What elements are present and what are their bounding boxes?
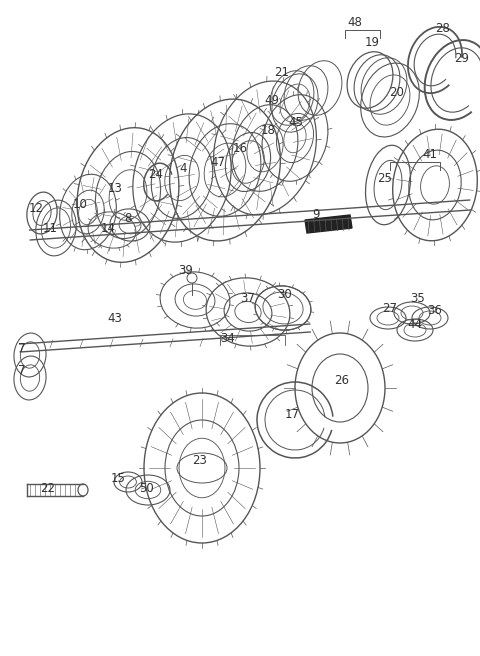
Text: 8: 8 xyxy=(124,211,132,224)
Text: 10: 10 xyxy=(72,199,87,211)
Text: 25: 25 xyxy=(378,171,393,184)
Text: 21: 21 xyxy=(275,66,289,79)
Text: 45: 45 xyxy=(288,115,303,129)
Text: 26: 26 xyxy=(335,373,349,386)
Text: 9: 9 xyxy=(312,209,320,222)
Text: 34: 34 xyxy=(221,331,235,344)
Text: 18: 18 xyxy=(261,123,276,136)
Text: 17: 17 xyxy=(285,409,300,422)
Text: 12: 12 xyxy=(28,201,44,215)
Text: 49: 49 xyxy=(264,94,279,106)
Text: 30: 30 xyxy=(277,289,292,302)
Text: 35: 35 xyxy=(410,291,425,304)
Text: 16: 16 xyxy=(232,142,248,155)
Text: 24: 24 xyxy=(148,169,164,182)
Polygon shape xyxy=(305,215,352,233)
Text: 23: 23 xyxy=(192,453,207,466)
Text: 13: 13 xyxy=(108,182,122,194)
Text: 27: 27 xyxy=(383,302,397,314)
Text: 7: 7 xyxy=(18,342,26,354)
Text: 50: 50 xyxy=(139,482,154,495)
Text: 41: 41 xyxy=(422,148,437,161)
Text: 48: 48 xyxy=(348,16,362,28)
Text: 37: 37 xyxy=(240,291,255,304)
Text: 11: 11 xyxy=(43,222,58,234)
Text: 22: 22 xyxy=(40,482,56,495)
Text: 7: 7 xyxy=(18,363,26,377)
Text: 19: 19 xyxy=(364,35,380,49)
Text: 4: 4 xyxy=(179,161,187,174)
Text: 14: 14 xyxy=(100,222,116,234)
Text: 36: 36 xyxy=(428,304,443,316)
Text: 39: 39 xyxy=(179,264,193,276)
Text: 28: 28 xyxy=(435,22,450,35)
Text: 43: 43 xyxy=(108,312,122,325)
Text: 29: 29 xyxy=(455,52,469,64)
Text: 44: 44 xyxy=(408,319,422,331)
Text: 20: 20 xyxy=(390,85,405,98)
Text: 15: 15 xyxy=(110,472,125,485)
Text: 47: 47 xyxy=(211,155,226,169)
